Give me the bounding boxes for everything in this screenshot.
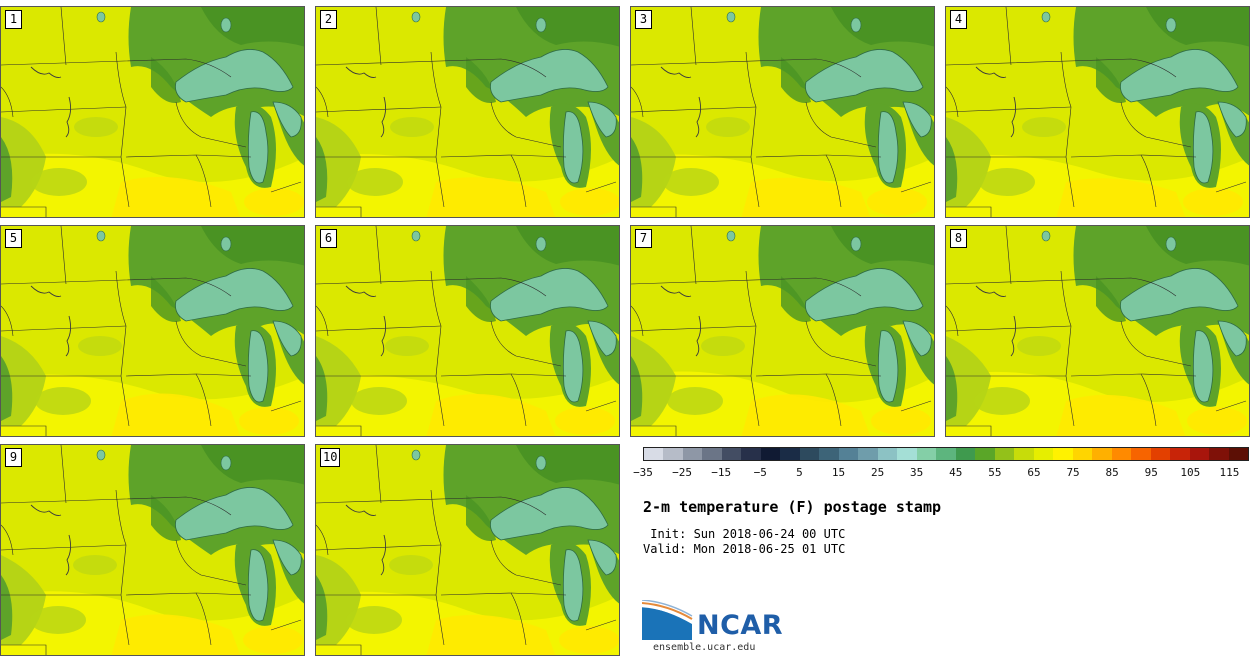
colorbar-bin	[1189, 448, 1210, 460]
colorbar-tick-label: −25	[672, 466, 693, 479]
colorbar-tick-label: 35	[910, 466, 924, 479]
member-number-label: 8	[950, 229, 967, 248]
colorbar-bin	[819, 448, 839, 460]
member-panel: 9	[0, 444, 305, 656]
temperature-map	[316, 226, 619, 436]
colorbar-bin	[897, 448, 917, 460]
colorbar-bin	[877, 448, 898, 460]
colorbar-bin	[1170, 448, 1190, 460]
colorbar-bin	[1014, 448, 1034, 460]
temperature-map	[946, 226, 1249, 436]
colorbar-tick-label: 5	[796, 466, 803, 479]
colorbar-bin	[1228, 448, 1249, 460]
colorbar-bin	[644, 448, 664, 460]
init-time: Init: Sun 2018-06-24 00 UTC	[643, 527, 846, 541]
colorbar-bin	[1131, 448, 1151, 460]
colorbar-tick-label: 15	[831, 466, 846, 479]
member-number-label: 10	[320, 448, 341, 467]
member-panel: 8	[945, 225, 1250, 437]
temperature-map	[631, 7, 934, 217]
temperature-colorbar	[643, 447, 1249, 461]
colorbar-bin	[1072, 448, 1093, 460]
member-number-label: 2	[320, 10, 337, 29]
ensemble-url: ensemble.ucar.edu	[653, 642, 756, 653]
temperature-map	[316, 7, 619, 217]
colorbar-tick-label: −5	[753, 466, 767, 479]
colorbar-bin	[1150, 448, 1171, 460]
colorbar-tick-label: −35	[633, 466, 653, 479]
ncar-wordmark: NCAR	[697, 610, 784, 641]
colorbar-tick-label: 105	[1180, 466, 1201, 479]
colorbar-bin	[975, 448, 995, 460]
colorbar-tick-label: 65	[1027, 466, 1041, 479]
colorbar-bin	[955, 448, 976, 460]
member-panel: 4	[945, 6, 1250, 218]
member-number-label: 5	[5, 229, 22, 248]
temperature-map	[946, 7, 1249, 217]
colorbar-bin	[799, 448, 820, 460]
colorbar-bin	[721, 448, 742, 460]
colorbar-tick-label: 115	[1219, 466, 1240, 479]
colorbar-tick-label: −15	[711, 466, 732, 479]
colorbar-bin	[1033, 448, 1054, 460]
colorbar-bin	[1053, 448, 1073, 460]
member-panel: 2	[315, 6, 620, 218]
member-panel: 6	[315, 225, 620, 437]
colorbar-tick-label: 45	[949, 466, 963, 479]
temperature-map	[1, 7, 304, 217]
colorbar-bin	[1209, 448, 1229, 460]
colorbar-bin	[702, 448, 722, 460]
colorbar-tick-label: 55	[988, 466, 1002, 479]
colorbar-bin	[994, 448, 1015, 460]
member-number-label: 4	[950, 10, 967, 29]
member-panel: 3	[630, 6, 935, 218]
colorbar-bin	[1111, 448, 1132, 460]
member-panel: 10	[315, 444, 620, 656]
product-title: 2-m temperature (F) postage stamp	[643, 498, 942, 516]
member-panel: 1	[0, 6, 305, 218]
colorbar-bin	[760, 448, 781, 460]
temperature-map	[1, 445, 304, 655]
temperature-map	[316, 445, 619, 655]
colorbar-bin	[858, 448, 878, 460]
colorbar-bin	[1092, 448, 1112, 460]
colorbar-bin	[838, 448, 859, 460]
colorbar-bin	[663, 448, 683, 460]
temperature-map	[631, 226, 934, 436]
colorbar-tick-label: 75	[1066, 466, 1080, 479]
valid-time: Valid: Mon 2018-06-25 01 UTC	[643, 542, 846, 556]
colorbar-bin	[741, 448, 761, 460]
colorbar-tick-label: 25	[870, 466, 885, 479]
ncar-logo-icon	[642, 600, 693, 640]
colorbar-tick-label: 95	[1144, 466, 1158, 479]
member-number-label: 6	[320, 229, 337, 248]
member-number-label: 7	[635, 229, 652, 248]
colorbar-bin	[780, 448, 800, 460]
member-panel: 5	[0, 225, 305, 437]
colorbar-bin	[916, 448, 937, 460]
member-number-label: 9	[5, 448, 22, 467]
colorbar-bin	[936, 448, 956, 460]
colorbar-bin	[682, 448, 703, 460]
member-number-label: 1	[5, 10, 22, 29]
colorbar-tick-label: 85	[1105, 466, 1119, 479]
member-number-label: 3	[635, 10, 652, 29]
member-panel: 7	[630, 225, 935, 437]
temperature-map	[1, 226, 304, 436]
